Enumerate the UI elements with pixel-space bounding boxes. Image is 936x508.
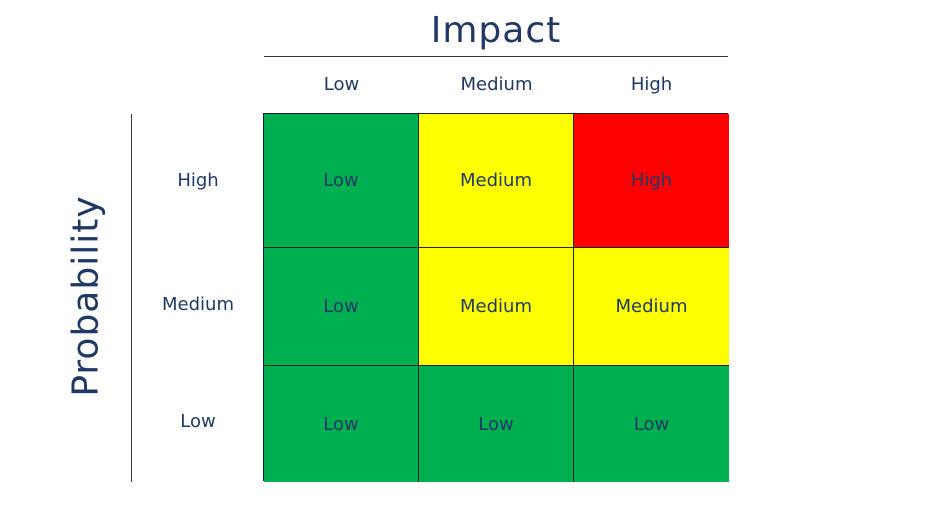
impact-header-medium: Medium bbox=[460, 74, 533, 95]
matrix-cell-high-high: High bbox=[574, 114, 729, 248]
matrix-cell-medium-medium: Medium bbox=[419, 248, 574, 366]
probability-header-low: Low bbox=[180, 411, 216, 432]
impact-axis-title: Impact bbox=[430, 10, 562, 51]
probability-header-medium: Medium bbox=[162, 294, 234, 315]
probability-axis-title: Probability bbox=[65, 195, 107, 397]
matrix-cell-medium-high: Medium bbox=[574, 248, 729, 366]
impact-header-low: Low bbox=[323, 74, 360, 95]
risk-matrix: Low Medium High Low Medium Medium Low Lo… bbox=[263, 113, 729, 482]
impact-axis-line bbox=[264, 56, 728, 57]
matrix-cell-high-medium: Medium bbox=[419, 114, 574, 248]
impact-header-high: High bbox=[630, 74, 673, 95]
matrix-cell-low-high: Low bbox=[574, 366, 729, 482]
matrix-cell-high-low: Low bbox=[264, 114, 419, 248]
matrix-cell-low-low: Low bbox=[264, 366, 419, 482]
probability-axis-line bbox=[131, 114, 132, 482]
matrix-cell-medium-low: Low bbox=[264, 248, 419, 366]
probability-header-high: High bbox=[177, 170, 219, 191]
matrix-cell-low-medium: Low bbox=[419, 366, 574, 482]
